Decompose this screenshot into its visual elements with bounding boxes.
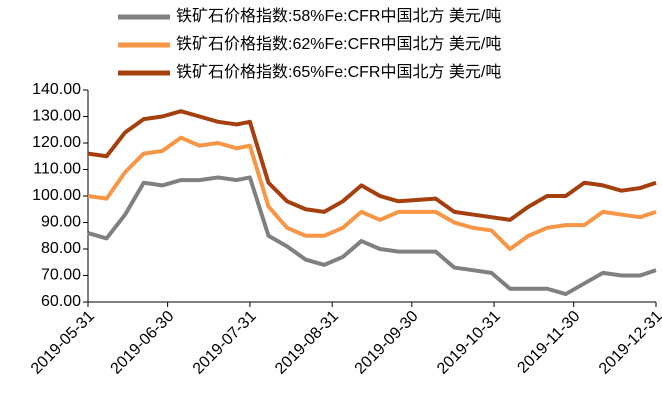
legend-label: 铁矿石价格指数:62%Fe:CFR中国北方 美元/吨 xyxy=(176,35,501,53)
series-line xyxy=(87,109,657,222)
x-tick-label: 2019-09-30 xyxy=(352,308,422,378)
y-tick-label: 60.00 xyxy=(41,293,81,310)
x-tick-label: 2019-11-30 xyxy=(514,308,583,377)
y-tick-label: 120.00 xyxy=(32,134,81,151)
x-tick-label: 2019-06-30 xyxy=(108,308,178,378)
series-line xyxy=(87,135,657,251)
x-tick-label: 2019-05-31 xyxy=(28,308,98,378)
y-tick-label: 140.00 xyxy=(32,81,81,98)
y-tick-label: 90.00 xyxy=(41,214,81,231)
x-tick-label: 2019-10-31 xyxy=(434,308,504,378)
legend-label: 铁矿石价格指数:58%Fe:CFR中国北方 美元/吨 xyxy=(176,7,501,25)
y-tick-label: 100.00 xyxy=(32,187,81,204)
series-line xyxy=(87,175,657,297)
x-tick-label: 2019-07-31 xyxy=(190,308,260,378)
x-tick-label: 2019-08-31 xyxy=(272,308,342,378)
y-tick-label: 80.00 xyxy=(41,240,81,257)
x-tick-label: 2019-12-31 xyxy=(596,308,662,378)
y-tick-label: 130.00 xyxy=(32,108,81,125)
legend-label: 铁矿石价格指数:65%Fe:CFR中国北方 美元/吨 xyxy=(176,63,501,81)
y-tick-label: 110.00 xyxy=(33,161,81,178)
y-tick-label: 70.00 xyxy=(41,267,81,284)
